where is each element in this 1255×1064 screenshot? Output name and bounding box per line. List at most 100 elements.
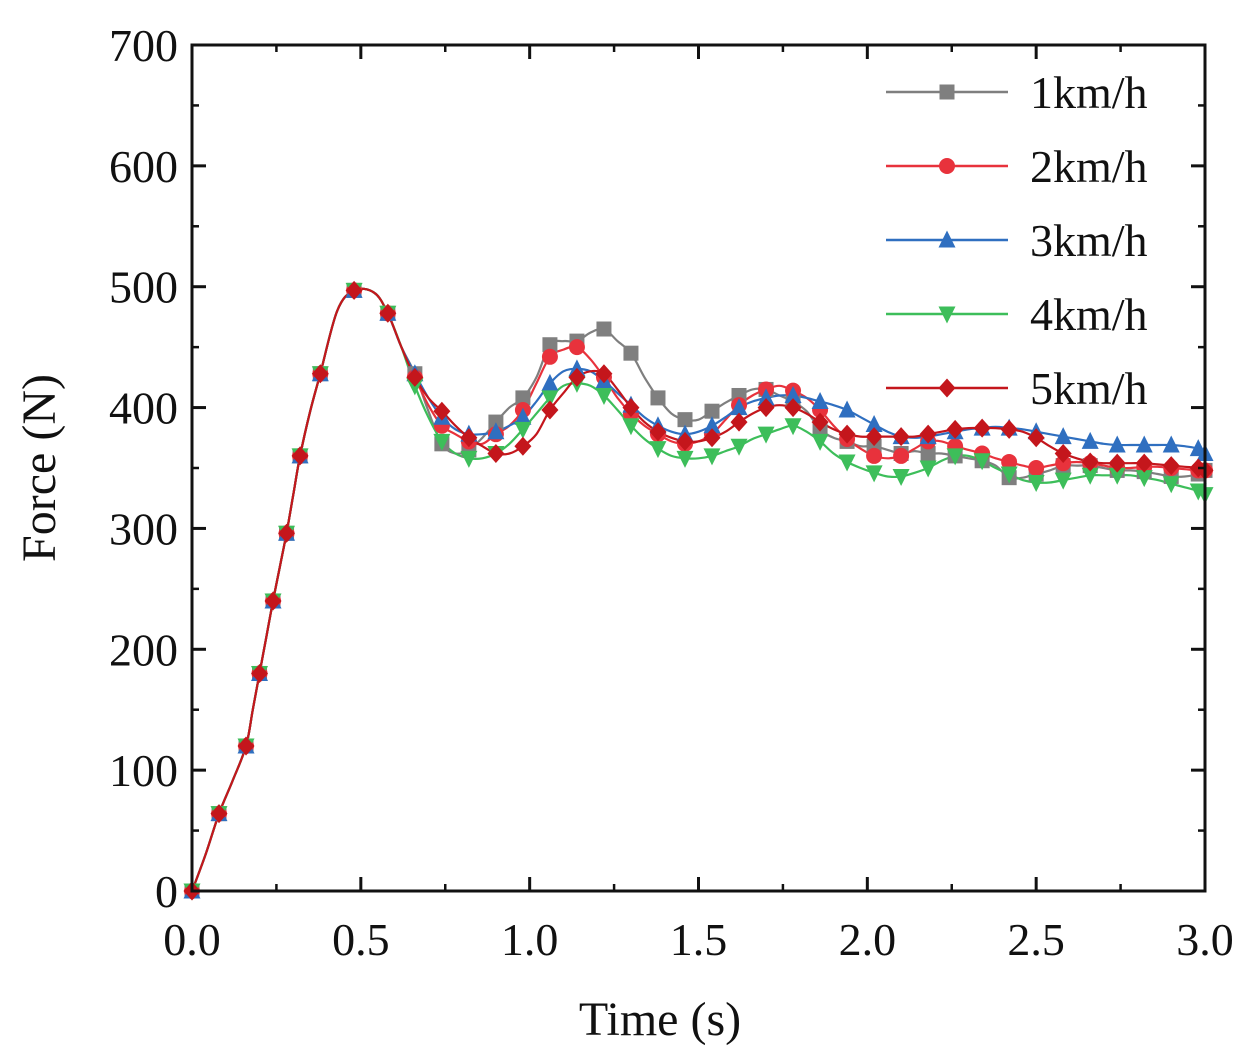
x-tick-label: 2.5 [1007, 914, 1065, 965]
data-point [433, 433, 451, 451]
data-point [345, 280, 363, 300]
data-point [515, 390, 531, 406]
data-point [811, 392, 829, 410]
data-point [622, 398, 640, 418]
y-tick-label: 300 [109, 503, 178, 554]
data-point [1081, 467, 1099, 485]
data-point [541, 373, 559, 391]
data-point [514, 436, 532, 456]
data-point [730, 412, 748, 432]
data-point [1001, 453, 1018, 470]
data-point [541, 390, 559, 408]
legend-label: 3km/h [1030, 215, 1148, 266]
data-point [919, 424, 937, 444]
y-tick-label: 100 [109, 745, 178, 796]
data-point [1162, 435, 1180, 453]
data-point [460, 428, 478, 448]
data-point [623, 345, 639, 361]
data-point [541, 348, 558, 365]
data-point [311, 364, 329, 384]
x-tick-label: 3.0 [1176, 914, 1234, 965]
data-point [1054, 427, 1072, 445]
y-tick-label: 500 [109, 262, 178, 313]
legend-marker [938, 230, 956, 248]
data-point [541, 400, 559, 420]
x-tick-label: 2.0 [839, 914, 897, 965]
data-point [730, 438, 748, 456]
data-point [1000, 419, 1018, 439]
data-point [892, 427, 910, 447]
data-point [542, 337, 558, 353]
legend-marker [938, 378, 956, 398]
data-point [838, 424, 856, 444]
y-tick-label: 200 [109, 624, 178, 675]
data-point [622, 418, 640, 436]
x-tick-label: 0.5 [332, 914, 390, 965]
data-point [784, 418, 802, 436]
x-tick-label: 1.5 [670, 914, 728, 965]
plot-series-markers [183, 280, 1214, 901]
data-point [703, 416, 721, 434]
data-point [784, 398, 802, 418]
data-point [291, 446, 309, 466]
data-point [649, 441, 667, 459]
legend-label: 2km/h [1030, 141, 1148, 192]
data-point [1081, 431, 1099, 449]
data-point [649, 422, 667, 442]
data-point [1135, 435, 1153, 453]
data-point [865, 427, 883, 447]
data-point [893, 447, 910, 464]
data-point [784, 385, 802, 403]
legend: 1km/h 2km/h 3km/h 4km/h 5km/h [886, 67, 1148, 414]
data-point [379, 303, 397, 323]
data-point [676, 450, 694, 468]
x-axis-title: Time (s) [579, 993, 741, 1046]
y-axis-title: Force (N) [13, 374, 66, 562]
data-point [866, 447, 883, 464]
data-point [973, 453, 991, 471]
data-point [595, 387, 613, 405]
data-point [1054, 443, 1072, 463]
data-point [1162, 456, 1180, 476]
data-point [919, 460, 937, 478]
data-point [757, 388, 775, 406]
data-point [488, 414, 504, 430]
data-point [514, 421, 532, 439]
x-tick-label: 1.0 [501, 914, 559, 965]
data-point [650, 390, 666, 406]
data-point [1027, 428, 1045, 448]
data-point [1028, 460, 1045, 476]
data-point [703, 448, 721, 466]
y-tick-label: 700 [109, 20, 178, 71]
y-tick-label: 400 [109, 383, 178, 434]
data-point [757, 398, 775, 418]
legend-marker [938, 306, 956, 324]
data-point [865, 465, 883, 483]
data-point [730, 398, 748, 416]
data-point [1055, 455, 1072, 472]
data-point [811, 433, 829, 451]
data-point [1108, 453, 1126, 473]
data-point [1081, 452, 1099, 472]
y-tick-label: 600 [109, 141, 178, 192]
data-point [264, 591, 282, 611]
data-point [514, 407, 532, 425]
data-point [433, 401, 451, 421]
data-point [676, 431, 694, 451]
data-point [487, 422, 505, 440]
data-point [757, 426, 775, 444]
legend-label: 1km/h [1030, 67, 1148, 118]
data-point [595, 364, 613, 384]
data-point [487, 443, 505, 463]
data-point [892, 468, 910, 486]
data-point [1054, 472, 1072, 490]
y-axis: 0 100 200 300 400 500 600 700 [109, 20, 1205, 917]
data-point [677, 412, 693, 428]
data-point [568, 339, 585, 356]
data-point [946, 419, 964, 439]
data-point [811, 412, 829, 432]
data-point [1135, 453, 1153, 473]
data-point [1162, 476, 1180, 494]
legend-label: 4km/h [1030, 289, 1148, 340]
